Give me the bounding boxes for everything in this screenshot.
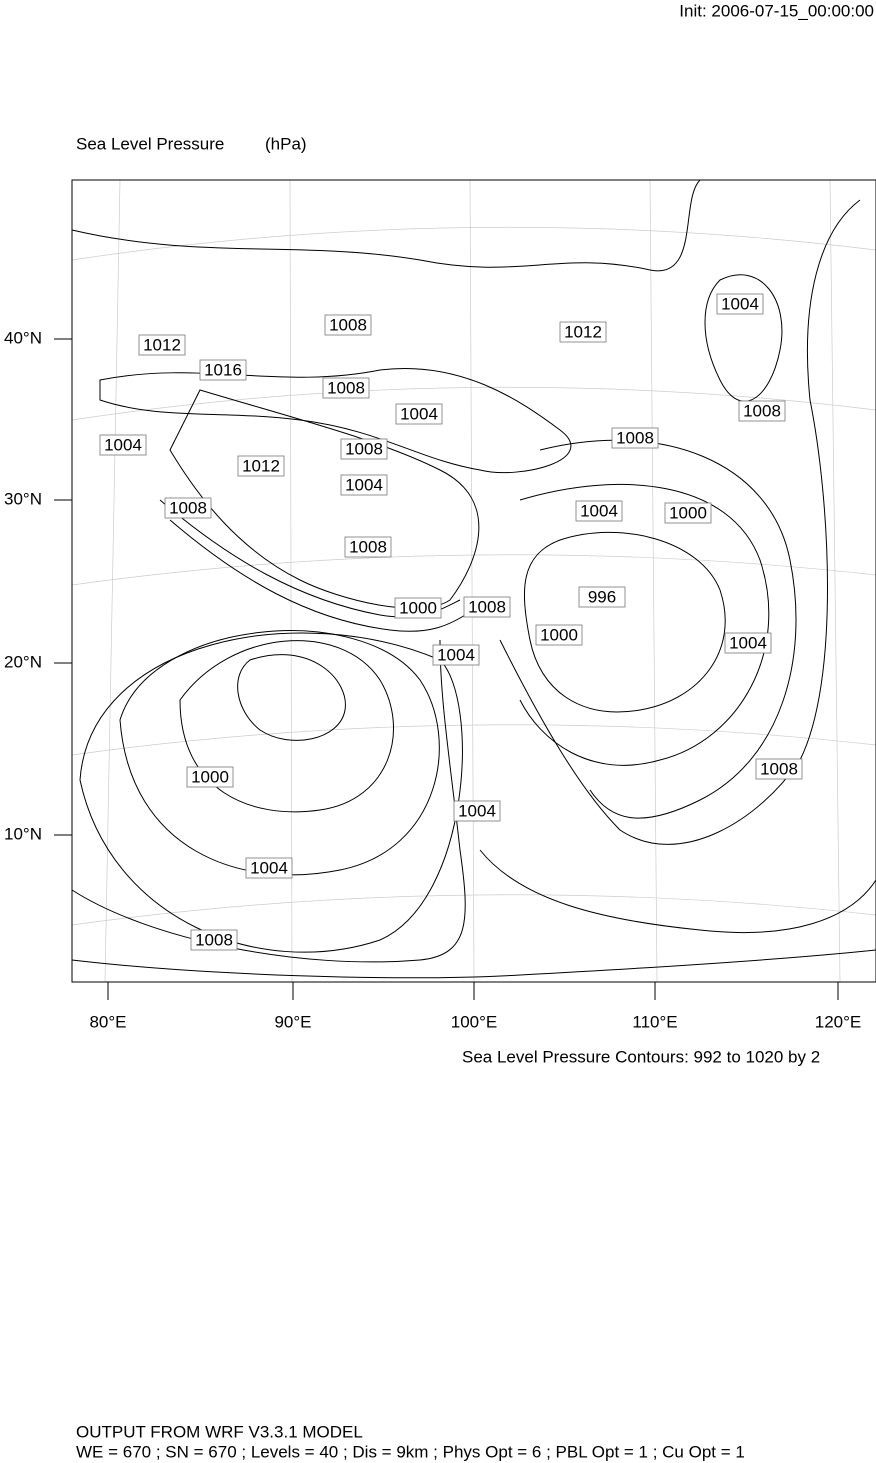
contour-label: 1004 [104,435,142,454]
contour-label-box [340,474,388,496]
contour-label-box [138,334,186,356]
contour-label-box [575,500,623,522]
contour-label-box [322,377,370,399]
lon-label: 120°E [815,1012,862,1031]
lon-label: 100°E [451,1012,498,1031]
lon-label: 90°E [274,1012,311,1031]
contour-label-box [324,314,372,336]
contour-label: 1004 [400,404,438,423]
contour-label-box [394,597,442,619]
contour-label: 1008 [327,378,365,397]
contour-label: 1008 [169,498,207,517]
contour-label-box [237,455,285,477]
contour-note: Sea Level Pressure Contours: 992 to 1020… [462,1047,820,1066]
contour-label-box [453,800,501,822]
contour-label: 1008 [345,439,383,458]
contour-label: 1008 [195,930,233,949]
contour-label: 1004 [250,858,288,877]
contour-label-box [186,766,234,788]
contour-label-box [578,586,626,608]
lon-label: 80°E [89,1012,126,1031]
contour-label-box [432,644,480,666]
contour-label: 1008 [349,537,387,556]
contour-label: 1004 [721,294,759,313]
contour-label: 1004 [729,633,767,652]
init-time: Init: 2006-07-15_00:00:00 [679,1,874,20]
lat-label: 30°N [4,489,42,508]
lat-label: 40°N [4,328,42,347]
contour-label-box [463,596,511,618]
contour-label-box [559,321,607,343]
contour-label: 1000 [540,625,578,644]
contour-label: 1008 [743,401,781,420]
contour-label: 1004 [580,501,618,520]
contour-label: 1000 [399,598,437,617]
contour-label: 1004 [345,475,383,494]
contour-label-box [535,624,583,646]
contour-label: 1008 [760,759,798,778]
contour-label: 1008 [468,597,506,616]
map-units: (hPa) [265,134,307,153]
footer-line: OUTPUT FROM WRF V3.3.1 MODEL [76,1422,363,1441]
contour-label-box [340,438,388,460]
contour-label: 1012 [564,322,602,341]
map-title: Sea Level Pressure [76,134,224,153]
contour-label-box [344,536,392,558]
lat-label: 10°N [4,824,42,843]
contour-label-box [611,427,659,449]
contour-label: 1000 [191,767,229,786]
contour-label-box [395,403,443,425]
contour-label: 1008 [616,428,654,447]
contour-label-box [199,359,247,381]
lon-label: 110°E [632,1012,677,1031]
contour-label: 996 [588,587,616,606]
contour-label-box [245,857,293,879]
lat-label: 20°N [4,652,42,671]
contour-label: 1000 [669,503,707,522]
contour-label-box [724,632,772,654]
footer-line: WE = 670 ; SN = 670 ; Levels = 40 ; Dis … [76,1442,745,1461]
contour-label-box [716,293,764,315]
contour-label-box [738,400,786,422]
contour-label: 1004 [458,801,496,820]
contour-label: 1008 [329,315,367,334]
contour-label: 1012 [143,335,181,354]
contour-label-box [190,929,238,951]
contour-label: 1012 [242,456,280,475]
contour-label-box [99,434,147,456]
contour-label: 1004 [437,645,475,664]
contour-label-box [664,502,712,524]
contour-label-box [755,758,803,780]
graticule [71,179,876,983]
contour-label: 1016 [204,360,242,379]
contour-label-box [164,497,212,519]
